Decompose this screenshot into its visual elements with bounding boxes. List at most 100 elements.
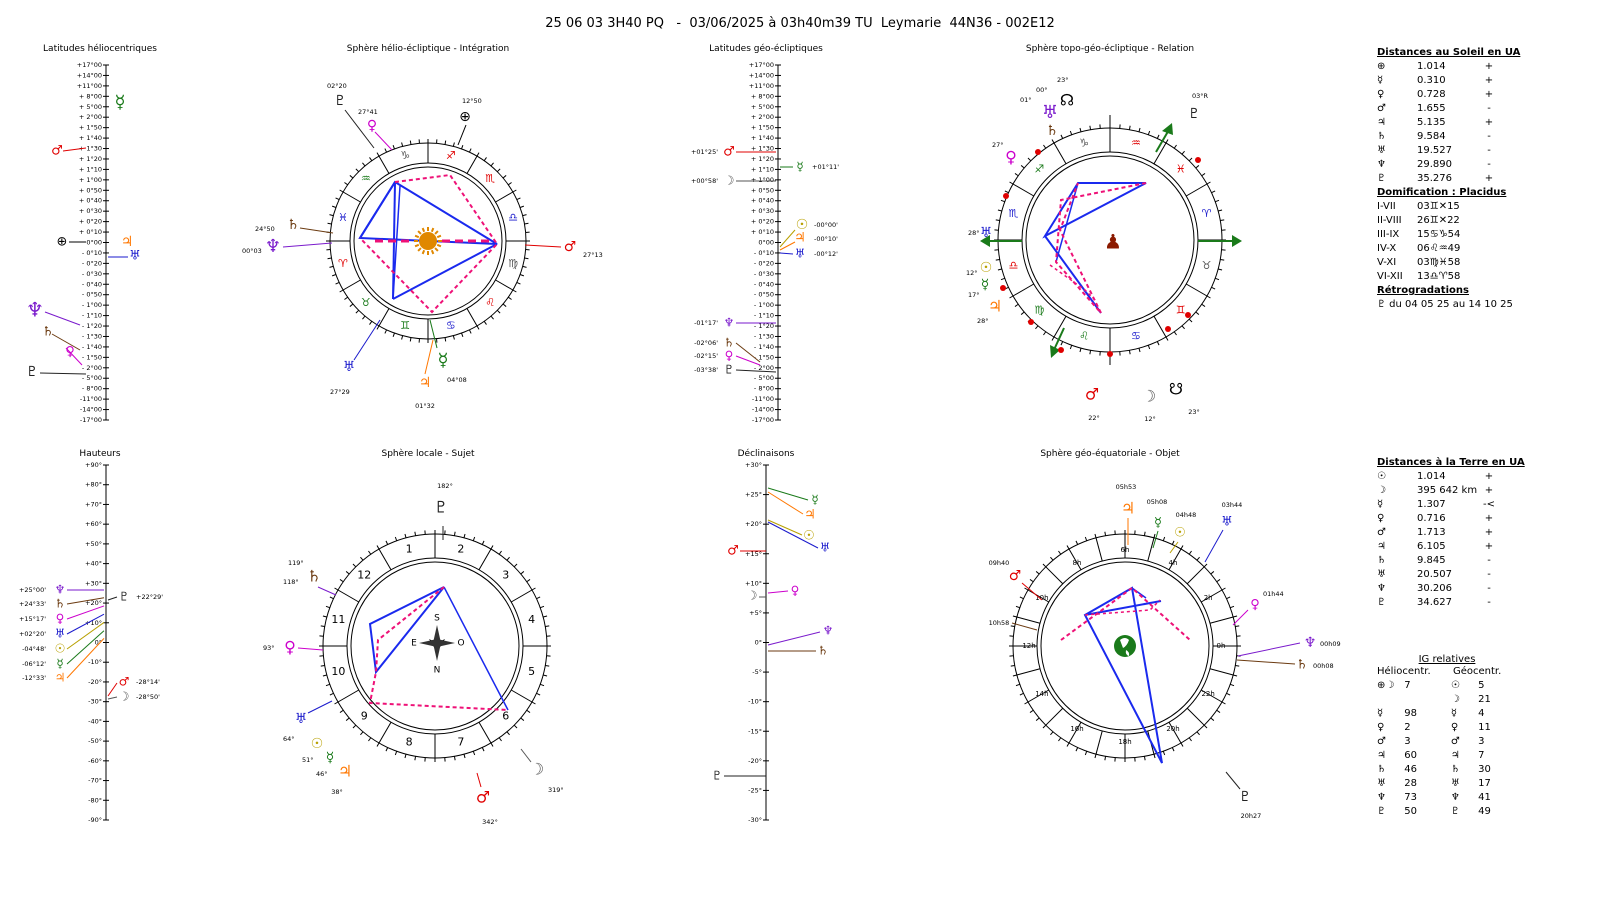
equ-wheel-tick	[1094, 533, 1097, 538]
local-wheel-tick	[376, 742, 380, 747]
dist-earth-row: ♅ 20.507 -	[1377, 568, 1577, 582]
helio-wheel-tick	[331, 274, 337, 277]
geo-lat-mercury: ☿	[796, 160, 803, 174]
helio-wheel-sector-label: ♑	[400, 149, 410, 162]
geo-lat-mars: ♂	[723, 145, 735, 160]
ig-v2: 5	[1478, 680, 1485, 691]
dist-earth-s: +	[1484, 541, 1494, 552]
equ-wheel-tick	[1012, 615, 1017, 618]
geo-lat-scale-tick-label: + 0°40	[751, 197, 774, 205]
local-mercury-label: 46°	[316, 770, 328, 778]
geo-lat-scale-tick-label: - 0°10	[754, 249, 774, 257]
ig-title: IG relatives	[1418, 654, 1476, 665]
geo-lat-neptune-label: -01°17'	[694, 319, 718, 327]
earth-center-icon-land	[1120, 638, 1130, 656]
decl-pluto: ♇	[712, 769, 723, 783]
distances-earth-title: Distances à la Terre en UA	[1377, 457, 1525, 468]
equ-hour-label: 14h	[1035, 690, 1048, 698]
local-wheel-tick	[404, 533, 407, 538]
equ-pink-line	[1060, 586, 1191, 641]
topo-wheel-tick	[997, 209, 1002, 212]
equ-hour-label: 22h	[1201, 690, 1214, 698]
ig-g: ♂	[1377, 736, 1386, 747]
equ-saturn-label: 00h08	[1313, 662, 1334, 670]
helio-wheel-tick	[502, 175, 507, 179]
helio-saturn-line	[299, 227, 334, 234]
helio-wheel-tick	[349, 303, 354, 307]
helio-mars: ♂	[564, 239, 577, 255]
equ-wheel-tick	[1162, 536, 1166, 541]
heights-venus-line	[66, 605, 105, 620]
equ-wheel-tick	[1094, 754, 1097, 759]
helio-lat-mars-line	[62, 147, 87, 152]
topo-wheel-tick	[997, 268, 1002, 271]
ig-row: ♃ 60 ♃ 7	[1377, 749, 1517, 763]
equ-pink-line	[1084, 599, 1161, 616]
topo-red-dot	[1195, 157, 1201, 163]
helio-wheel-tick	[483, 157, 487, 162]
helio-lat-scale-tick-label: +14°00	[77, 71, 102, 79]
local-pink-line	[368, 586, 509, 711]
geo-lat-saturn-line	[735, 342, 761, 363]
helio-wheel-tick	[409, 140, 412, 145]
dist-earth-s: -	[1487, 569, 1491, 580]
equ-pluto: ♇	[1239, 789, 1252, 805]
topo-wheel-tick	[1211, 190, 1216, 194]
dist-sun-row: ♄ 9.584 -	[1377, 130, 1577, 144]
domification-row: I-VII 03♊✕15	[1377, 200, 1577, 214]
helio-blue-line	[359, 181, 396, 239]
helio-wheel-tick	[519, 205, 525, 208]
equ-wheel-tick	[1196, 731, 1200, 736]
topo-wheel-tick	[1060, 341, 1064, 346]
equ-wheel-divider	[1016, 616, 1041, 624]
helio-wheel-tick	[496, 168, 501, 173]
dist-sun-g: ♂	[1377, 103, 1386, 114]
topo-venus: ♀	[1005, 148, 1017, 167]
helio-venus: ♀	[367, 118, 377, 134]
local-wheel-tick	[531, 587, 536, 591]
helio-wheel-tick	[331, 205, 337, 208]
topo-one-label: 01°	[1020, 96, 1032, 104]
local-wheel-sector-label: 5	[528, 665, 535, 678]
topo-wheel-tick	[1195, 311, 1200, 315]
dom-value: 03♊✕15	[1417, 201, 1460, 212]
helio-lat-scale-tick-label: + 1°30	[79, 145, 102, 153]
local-wheel-tick	[526, 579, 531, 583]
local-wheel-tick	[394, 751, 398, 756]
ig-g: ☿	[1377, 708, 1384, 719]
page-title: 25 06 03 3H40 PQ - 03/06/2025 à 03h40m39…	[545, 16, 1055, 31]
equ-wheel-tick	[1235, 664, 1240, 667]
helio-wheel-tick	[444, 140, 447, 145]
decl-jupiter-line	[767, 491, 804, 515]
equ-wheel-divider	[1045, 566, 1064, 585]
local-wheel-sector-label: 8	[406, 736, 413, 749]
dist-earth-row: ♀ 0.716 +	[1377, 512, 1577, 526]
ig-v2: 21	[1478, 694, 1491, 705]
decl-scale-tick-label: 0°	[755, 639, 762, 647]
topo-wheel-tick	[1220, 258, 1225, 261]
equ-wheel-tick	[1104, 756, 1107, 761]
topo-wheel-tick	[1079, 127, 1082, 132]
topo-wheel-sector-label: ♋	[1131, 330, 1141, 343]
topo-wheel-tick	[1165, 336, 1169, 341]
helio-wheel-tick	[384, 329, 388, 334]
equ-wheel-tick	[1012, 674, 1017, 677]
ig-v: 7	[1404, 680, 1411, 691]
local-wheel-tick	[498, 737, 502, 742]
dist-sun-v: 1.014	[1417, 61, 1446, 72]
geo-lat-moon-label: +00°58'	[691, 177, 718, 185]
equ-wheel-divider	[1095, 537, 1103, 562]
helio-pluto-line	[344, 109, 375, 149]
dist-sun-s: +	[1484, 117, 1494, 128]
equ-wheel-tick	[1221, 587, 1226, 591]
dom-value: 15♋♑54	[1417, 229, 1461, 240]
geo-lat-moon: ☽	[724, 174, 735, 188]
equ-pluto-line	[1225, 771, 1241, 790]
dist-sun-row: ♅ 19.527 -	[1377, 144, 1577, 158]
helio-mars-label: 27°13	[583, 251, 603, 259]
ig-v: 60	[1404, 750, 1417, 761]
helio-wheel-divider	[378, 155, 390, 174]
equ-uranus-label: 03h44	[1222, 501, 1243, 509]
helio-wheel-tick	[327, 222, 332, 225]
equ-wheel-tick	[1196, 556, 1200, 561]
